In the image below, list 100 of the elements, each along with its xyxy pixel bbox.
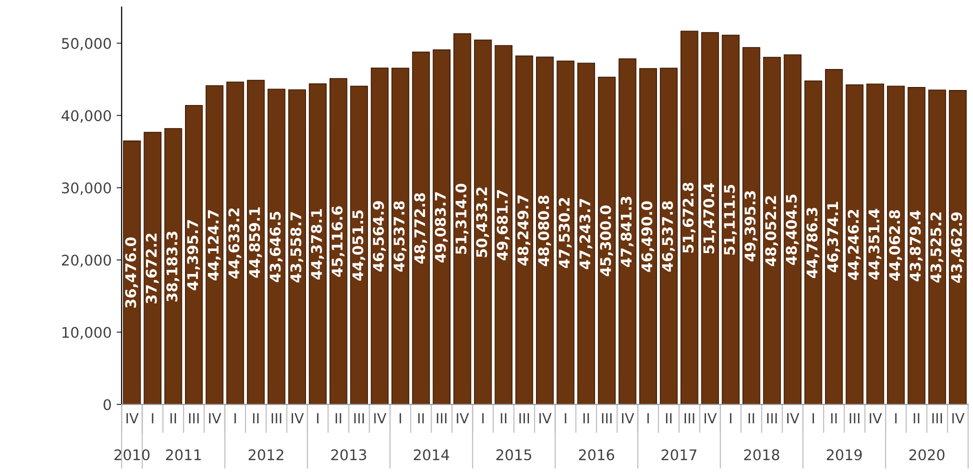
x-tick-label: I [895, 413, 897, 424]
x-tick-label: IV [209, 413, 222, 424]
bar [412, 52, 430, 404]
bar [123, 140, 141, 404]
data-label: 49,681.7 [496, 190, 510, 260]
data-label: 51,672.8 [682, 182, 696, 253]
data-label: 48,404.5 [786, 194, 799, 265]
bar [288, 89, 306, 404]
data-label: 43,646.5 [270, 212, 283, 282]
data-label: 43,462.9 [951, 212, 964, 283]
x-tick-label: IV [126, 413, 139, 424]
data-label: 47,530.2 [558, 198, 572, 268]
x-tick-label: II [253, 413, 259, 424]
x-tick-label: III [602, 413, 612, 424]
bar [825, 68, 843, 404]
data-label: 44,124.7 [208, 210, 221, 280]
bar [370, 68, 389, 404]
data-label: 51,111.5 [724, 184, 737, 255]
text: 2013 [331, 449, 366, 460]
data-label: 46,374.1 [827, 202, 840, 272]
data-label: 46,537.8 [394, 201, 406, 272]
data-label: 45,116.6 [332, 206, 345, 277]
data-label: 47,243.7 [579, 198, 592, 270]
x-tick-label: III [684, 413, 694, 424]
bar [206, 85, 224, 404]
data-label: 49,083.7 [434, 192, 448, 262]
data-label: 43,525.2 [930, 212, 944, 283]
bar [536, 56, 554, 404]
x-tick-label: I [317, 413, 318, 424]
bar [742, 47, 760, 404]
x-tick-label: II [748, 413, 754, 424]
x-tick-label: III [850, 413, 860, 424]
y-tick-label: 0 [104, 399, 111, 410]
x-tick-label: II [583, 413, 589, 424]
x-tick-label: I [400, 413, 402, 424]
data-label: 48,249.7 [517, 195, 530, 266]
x-tick-label: IV [622, 413, 634, 424]
bar [618, 58, 636, 404]
bar [701, 32, 719, 404]
bar [660, 68, 678, 404]
x-tick-label: IV [952, 413, 964, 424]
y-tick-label: 40,000 [62, 110, 111, 123]
x-tick-label: II [418, 413, 424, 424]
x-tick-label: I [812, 413, 814, 424]
data-label: 44,051.5 [352, 210, 366, 281]
x-tick-label: III [189, 413, 199, 424]
bar [639, 68, 657, 404]
data-label: 43,879.4 [910, 210, 923, 282]
data-label: 44,859.1 [249, 207, 262, 278]
data-label: 43,558.7 [290, 212, 304, 282]
data-label: 50,433.2 [476, 188, 490, 258]
data-label: 47,841.3 [620, 196, 634, 267]
x-tick-label: III [767, 413, 777, 424]
x-tick-label: II [500, 413, 506, 424]
bar [928, 90, 946, 404]
text: 2018 [744, 449, 780, 460]
x-tick-label: IV [292, 413, 304, 424]
x-tick-label: IV [374, 413, 386, 424]
bar [515, 55, 534, 404]
x-tick-label: I [564, 413, 566, 424]
data-label: 48,772.8 [414, 193, 428, 264]
bar [246, 80, 265, 404]
bar [164, 128, 182, 404]
bar [763, 56, 781, 404]
bar [308, 83, 327, 404]
bar [722, 34, 740, 404]
bar [948, 90, 967, 404]
x-tick-label: I [647, 413, 649, 424]
bar [784, 54, 802, 404]
text: 2010 [114, 449, 150, 460]
bar [577, 62, 596, 404]
data-label: 51,314.0 [455, 184, 468, 254]
text: 2016 [579, 449, 614, 460]
x-tick-label: III [932, 413, 942, 424]
bar [598, 76, 616, 404]
bar [846, 84, 864, 404]
x-tick-label: III [354, 413, 364, 424]
x-tick-label: II [666, 413, 672, 424]
x-tick-label: II [170, 413, 176, 424]
data-label: 48,080.8 [538, 196, 551, 266]
bar [432, 49, 451, 404]
data-label: 48,052.2 [765, 196, 778, 266]
data-label: 44,351.4 [868, 208, 882, 280]
bar [144, 132, 162, 404]
bar [866, 84, 884, 404]
x-tick-label: III [436, 413, 446, 424]
x-tick-label: III [272, 413, 282, 424]
data-label: 46,537.8 [662, 201, 675, 272]
data-label: 44,633.2 [228, 208, 242, 279]
data-label: 38,183.3 [166, 232, 180, 302]
x-tick-label: II [831, 413, 837, 424]
data-label: 44,786.3 [806, 208, 820, 278]
x-tick-label: IV [704, 413, 717, 424]
y-tick-label: 50,000 [62, 38, 111, 50]
data-label: 49,395.3 [744, 191, 758, 262]
data-label: 46,490.0 [641, 201, 654, 272]
data-label: 36,476.0 [125, 237, 138, 308]
bar [556, 60, 574, 404]
bar [185, 104, 203, 404]
y-tick-label: 10,000 [62, 326, 111, 340]
